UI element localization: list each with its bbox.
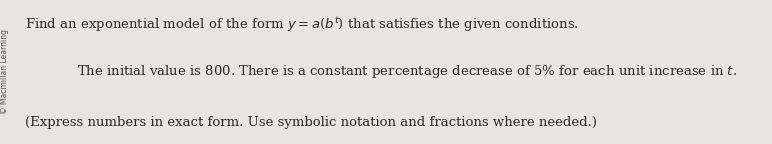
Text: Find an exponential model of the form $y = a(b^t)$ that satisfies the given cond: Find an exponential model of the form $y… xyxy=(25,15,580,34)
Text: (Express numbers in exact form. Use symbolic notation and fractions where needed: (Express numbers in exact form. Use symb… xyxy=(25,116,598,129)
Text: The initial value is 800. There is a constant percentage decrease of 5% for each: The initial value is 800. There is a con… xyxy=(77,64,737,80)
Text: © Macmillan Learning: © Macmillan Learning xyxy=(0,30,9,114)
